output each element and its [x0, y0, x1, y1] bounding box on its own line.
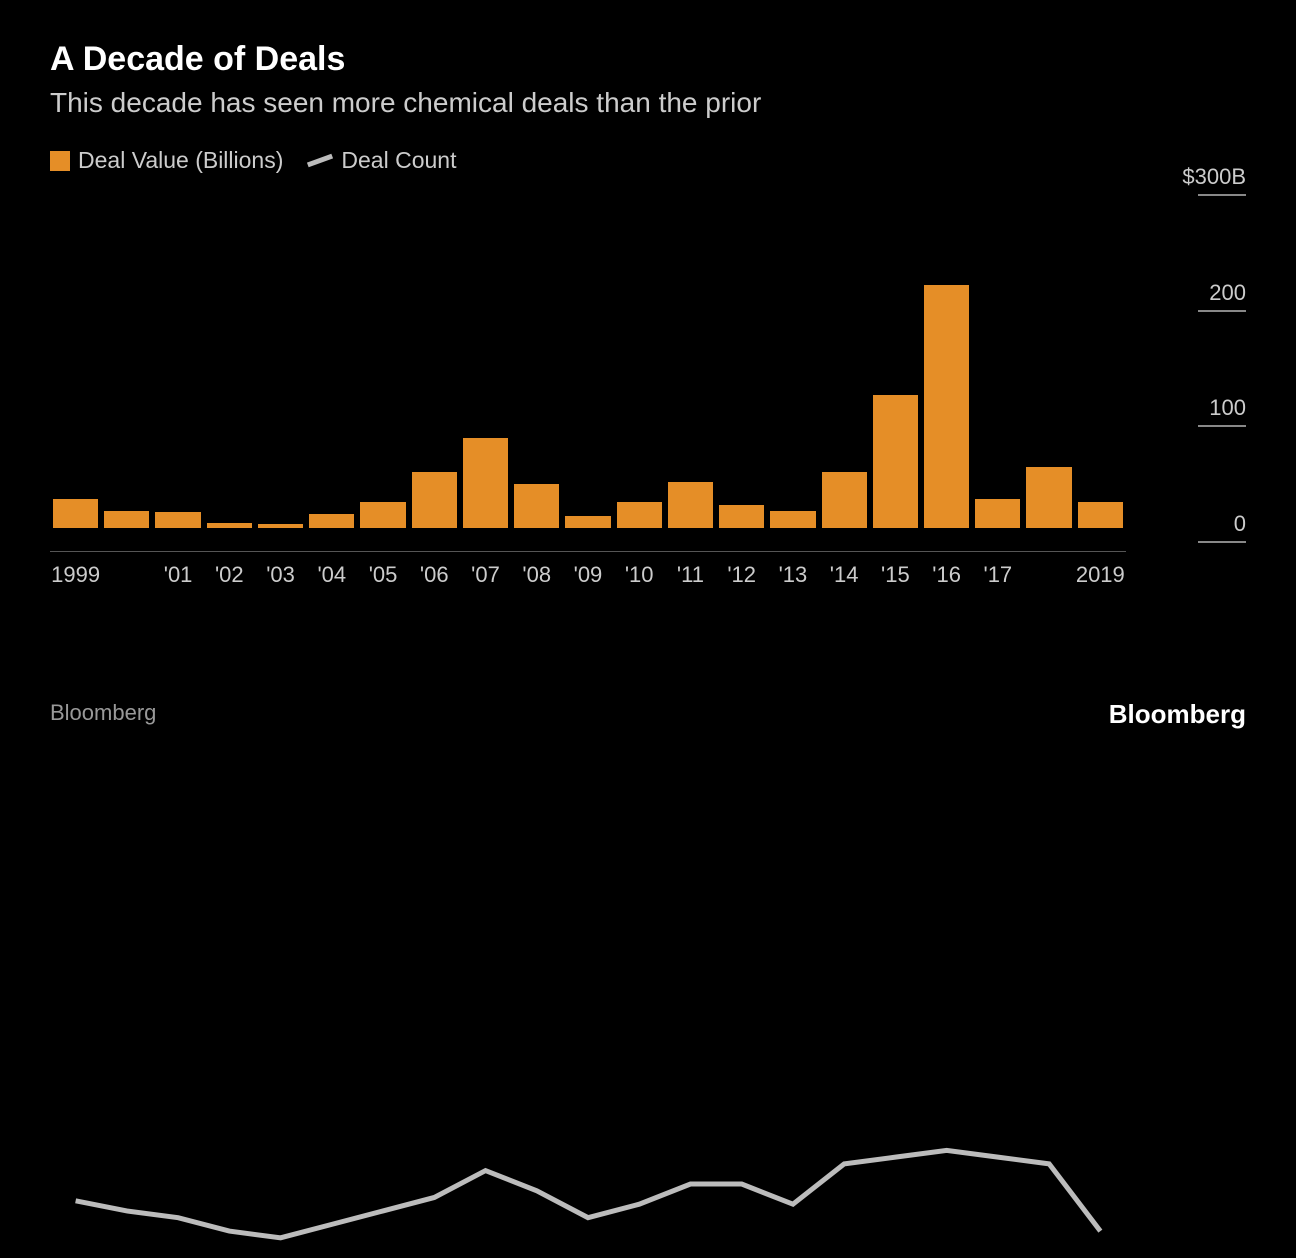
- x-tick-label: '05: [357, 562, 408, 602]
- x-tick-label: '17: [972, 562, 1023, 602]
- legend-item-line: Deal Count: [307, 147, 456, 174]
- bar: [1026, 467, 1071, 528]
- bars-group: [50, 182, 1126, 552]
- legend-line-label: Deal Count: [341, 147, 456, 174]
- y-tick-mark: [1198, 194, 1246, 196]
- x-tick-label: '07: [460, 562, 511, 602]
- y-tick-label: 200: [1136, 280, 1246, 306]
- bar: [258, 524, 303, 527]
- chart-title: A Decade of Deals: [50, 40, 1246, 79]
- bar: [565, 516, 610, 528]
- x-tick-label: 1999: [50, 562, 101, 602]
- x-tick-label: '14: [819, 562, 870, 602]
- bar: [770, 511, 815, 528]
- y-tick: 200: [1136, 280, 1246, 312]
- x-tick-label: '03: [255, 562, 306, 602]
- bar: [1078, 502, 1123, 527]
- y-tick-mark: [1198, 310, 1246, 312]
- bar: [822, 472, 867, 528]
- bar: [207, 523, 252, 528]
- y-tick: 0: [1136, 511, 1246, 543]
- bar: [53, 499, 98, 528]
- y-tick: $300B: [1136, 164, 1246, 196]
- bar-swatch-icon: [50, 151, 70, 171]
- bar: [104, 511, 149, 528]
- x-tick-label: '06: [409, 562, 460, 602]
- y-tick-mark: [1198, 541, 1246, 543]
- chart-subtitle: This decade has seen more chemical deals…: [50, 87, 1246, 119]
- y-tick-mark: [1198, 425, 1246, 427]
- x-tick-label: '12: [716, 562, 767, 602]
- x-tick-label: '08: [511, 562, 562, 602]
- bar: [155, 512, 200, 528]
- x-tick-label: '02: [204, 562, 255, 602]
- y-tick: 100: [1136, 395, 1246, 427]
- legend: Deal Value (Billions) Deal Count: [50, 147, 1246, 174]
- x-tick-label: '04: [306, 562, 357, 602]
- bar: [309, 514, 354, 528]
- x-tick-label: '16: [921, 562, 972, 602]
- brand-logo: Bloomberg: [1109, 699, 1246, 730]
- bar: [873, 395, 918, 528]
- x-axis: 1999 '01'02'03'04'05'06'07'08'09'10'11'12…: [50, 562, 1126, 602]
- bar: [668, 482, 713, 528]
- y-tick-label: $300B: [1136, 164, 1246, 190]
- bar: [924, 285, 969, 528]
- bar: [463, 438, 508, 528]
- x-tick-label: [1023, 562, 1074, 602]
- chart-container: A Decade of Deals This decade has seen m…: [0, 0, 1296, 754]
- bar: [719, 505, 764, 528]
- y-tick-label: 100: [1136, 395, 1246, 421]
- bar: [617, 502, 662, 527]
- x-tick-label: '10: [614, 562, 665, 602]
- bar: [412, 472, 457, 528]
- bar: [514, 484, 559, 528]
- x-tick-label: '11: [665, 562, 716, 602]
- legend-bar-label: Deal Value (Billions): [78, 147, 283, 174]
- x-tick-label: [101, 562, 152, 602]
- y-axis: $300B2001000: [1136, 182, 1246, 552]
- x-tick-label: '09: [562, 562, 613, 602]
- x-tick-label: 2019: [1075, 562, 1126, 602]
- y-tick-label: 0: [1136, 511, 1246, 537]
- chart-plot-area: $300B2001000 1999'01'02'03'04'05'06'07'0…: [50, 182, 1246, 602]
- x-tick-label: '01: [152, 562, 203, 602]
- bar: [360, 502, 405, 527]
- source-attribution: Bloomberg: [50, 700, 156, 726]
- x-tick-label: '15: [870, 562, 921, 602]
- x-tick-label: '13: [767, 562, 818, 602]
- line-swatch-icon: [307, 154, 333, 168]
- legend-item-bar: Deal Value (Billions): [50, 147, 283, 174]
- bar: [975, 499, 1020, 528]
